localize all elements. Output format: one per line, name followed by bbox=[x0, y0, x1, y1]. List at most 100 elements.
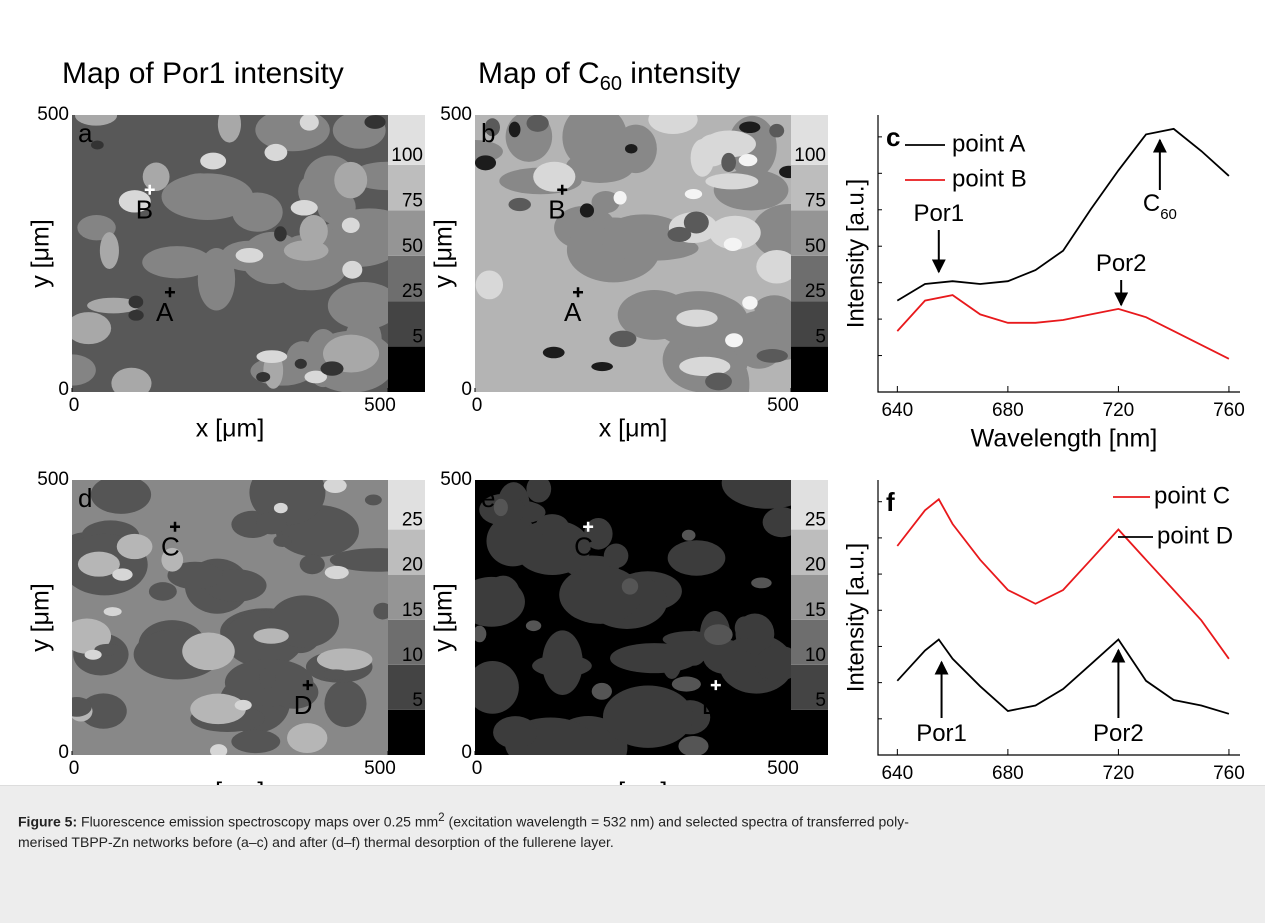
colorbar-band bbox=[388, 255, 425, 302]
contour-region bbox=[579, 203, 595, 218]
x-tick-label: 640 bbox=[881, 400, 913, 421]
point-label: A bbox=[156, 297, 174, 327]
contour-region bbox=[475, 576, 525, 627]
y-tick-label: 500 bbox=[37, 469, 69, 490]
contour-region bbox=[624, 143, 638, 154]
colorbar-band bbox=[791, 619, 828, 665]
contour-region bbox=[702, 130, 756, 158]
figure: Map of Por1 intensity Map of C60 intensit… bbox=[27, 57, 1245, 785]
colorbar-band bbox=[791, 210, 828, 256]
contour-region bbox=[264, 143, 288, 162]
colorbar-band bbox=[388, 709, 425, 755]
contour-region bbox=[621, 578, 639, 595]
contour-region bbox=[475, 155, 497, 171]
contour-region bbox=[676, 309, 718, 327]
colorbar-band bbox=[791, 255, 828, 302]
contour-region bbox=[559, 565, 642, 624]
annotation: Por2 bbox=[1096, 250, 1147, 277]
contour-region bbox=[118, 190, 151, 213]
contour-region bbox=[72, 354, 96, 386]
contour-region bbox=[702, 639, 748, 674]
panel-letter: a bbox=[78, 118, 93, 148]
colorbar-tick-label: 5 bbox=[412, 327, 423, 348]
y-tick-label: 0 bbox=[58, 379, 69, 400]
contour-region bbox=[671, 676, 701, 692]
contour-region bbox=[725, 333, 743, 348]
legend-label: point B bbox=[952, 165, 1027, 192]
contour-region bbox=[591, 190, 620, 214]
contour-region bbox=[190, 693, 246, 725]
contour-region bbox=[321, 669, 351, 680]
contour-region bbox=[533, 161, 576, 192]
caption-sup: 2 bbox=[438, 811, 445, 824]
contour-region bbox=[493, 498, 508, 517]
contour-region bbox=[756, 349, 788, 363]
contour-region bbox=[690, 138, 715, 177]
annotation-text: Por1 bbox=[913, 200, 964, 227]
contour-region bbox=[684, 188, 703, 200]
contour-region bbox=[304, 370, 328, 384]
contour-region bbox=[294, 358, 307, 369]
contour-region bbox=[591, 362, 613, 372]
contour-region bbox=[508, 121, 521, 138]
contour-region bbox=[603, 543, 629, 569]
contour-region bbox=[111, 367, 152, 392]
caption-text: merised TBPP-Zn networks before (a–c) an… bbox=[18, 833, 614, 850]
spectrum-line bbox=[896, 127, 1230, 302]
annotation-text: Por2 bbox=[1096, 250, 1147, 277]
contour-region bbox=[94, 643, 122, 656]
contour-region bbox=[721, 152, 737, 173]
contour-region bbox=[329, 548, 388, 572]
y-axis-label: y [μm] bbox=[27, 219, 55, 288]
contour-region bbox=[475, 625, 487, 643]
contour-region bbox=[253, 628, 289, 644]
contour-region bbox=[475, 661, 519, 714]
legend-label: point C bbox=[1154, 482, 1230, 509]
caption-text: Fluorescence emission spectroscopy maps … bbox=[77, 813, 439, 830]
y-tick-label: 0 bbox=[461, 742, 472, 763]
column-title: Map of C60 intensity bbox=[478, 57, 740, 95]
x-tick-label: 0 bbox=[472, 758, 483, 779]
contour-region bbox=[526, 480, 552, 503]
colorbar-tick-label: 5 bbox=[815, 690, 826, 711]
contour-region bbox=[704, 624, 733, 646]
contour-region bbox=[273, 502, 288, 514]
colorbar-tick-label: 100 bbox=[794, 145, 826, 166]
contour-region bbox=[72, 697, 92, 717]
contour-region bbox=[234, 699, 252, 711]
y-tick-label: 500 bbox=[37, 104, 69, 125]
point-label: D bbox=[294, 690, 313, 720]
x-axis-label: x [μm] bbox=[196, 778, 265, 785]
contour-region bbox=[679, 356, 731, 377]
contour-region bbox=[210, 744, 228, 755]
x-tick-label: 0 bbox=[69, 395, 80, 416]
contour-region bbox=[723, 237, 742, 251]
contour-region bbox=[255, 115, 330, 152]
x-tick-label: 500 bbox=[767, 395, 799, 416]
contour-region bbox=[84, 649, 102, 660]
contour-map bbox=[475, 480, 791, 755]
colorbar-tick-label: 10 bbox=[402, 645, 423, 666]
annotation: C60 bbox=[1143, 190, 1177, 223]
contour-region bbox=[274, 226, 287, 242]
contour-region bbox=[99, 232, 119, 269]
x-tick-label: 500 bbox=[364, 758, 396, 779]
panel-letter: c bbox=[886, 122, 900, 152]
contour-region bbox=[112, 568, 133, 581]
contour-region bbox=[721, 480, 791, 509]
colorbar-tick-label: 5 bbox=[412, 690, 423, 711]
contour-region bbox=[324, 565, 349, 580]
contour-region bbox=[600, 214, 688, 262]
colorbar-tick-label: 15 bbox=[402, 600, 423, 621]
contour-region bbox=[91, 140, 104, 150]
contour-region bbox=[756, 249, 791, 284]
contour-region bbox=[662, 631, 717, 648]
colorbar-band bbox=[388, 619, 425, 665]
x-tick-label: 0 bbox=[472, 395, 483, 416]
contour-region bbox=[173, 173, 227, 214]
contour-region bbox=[609, 330, 637, 348]
contour-region bbox=[128, 295, 144, 309]
contour-region bbox=[323, 480, 347, 494]
point-label: C bbox=[161, 532, 180, 562]
annotation-text: C bbox=[1143, 190, 1160, 217]
